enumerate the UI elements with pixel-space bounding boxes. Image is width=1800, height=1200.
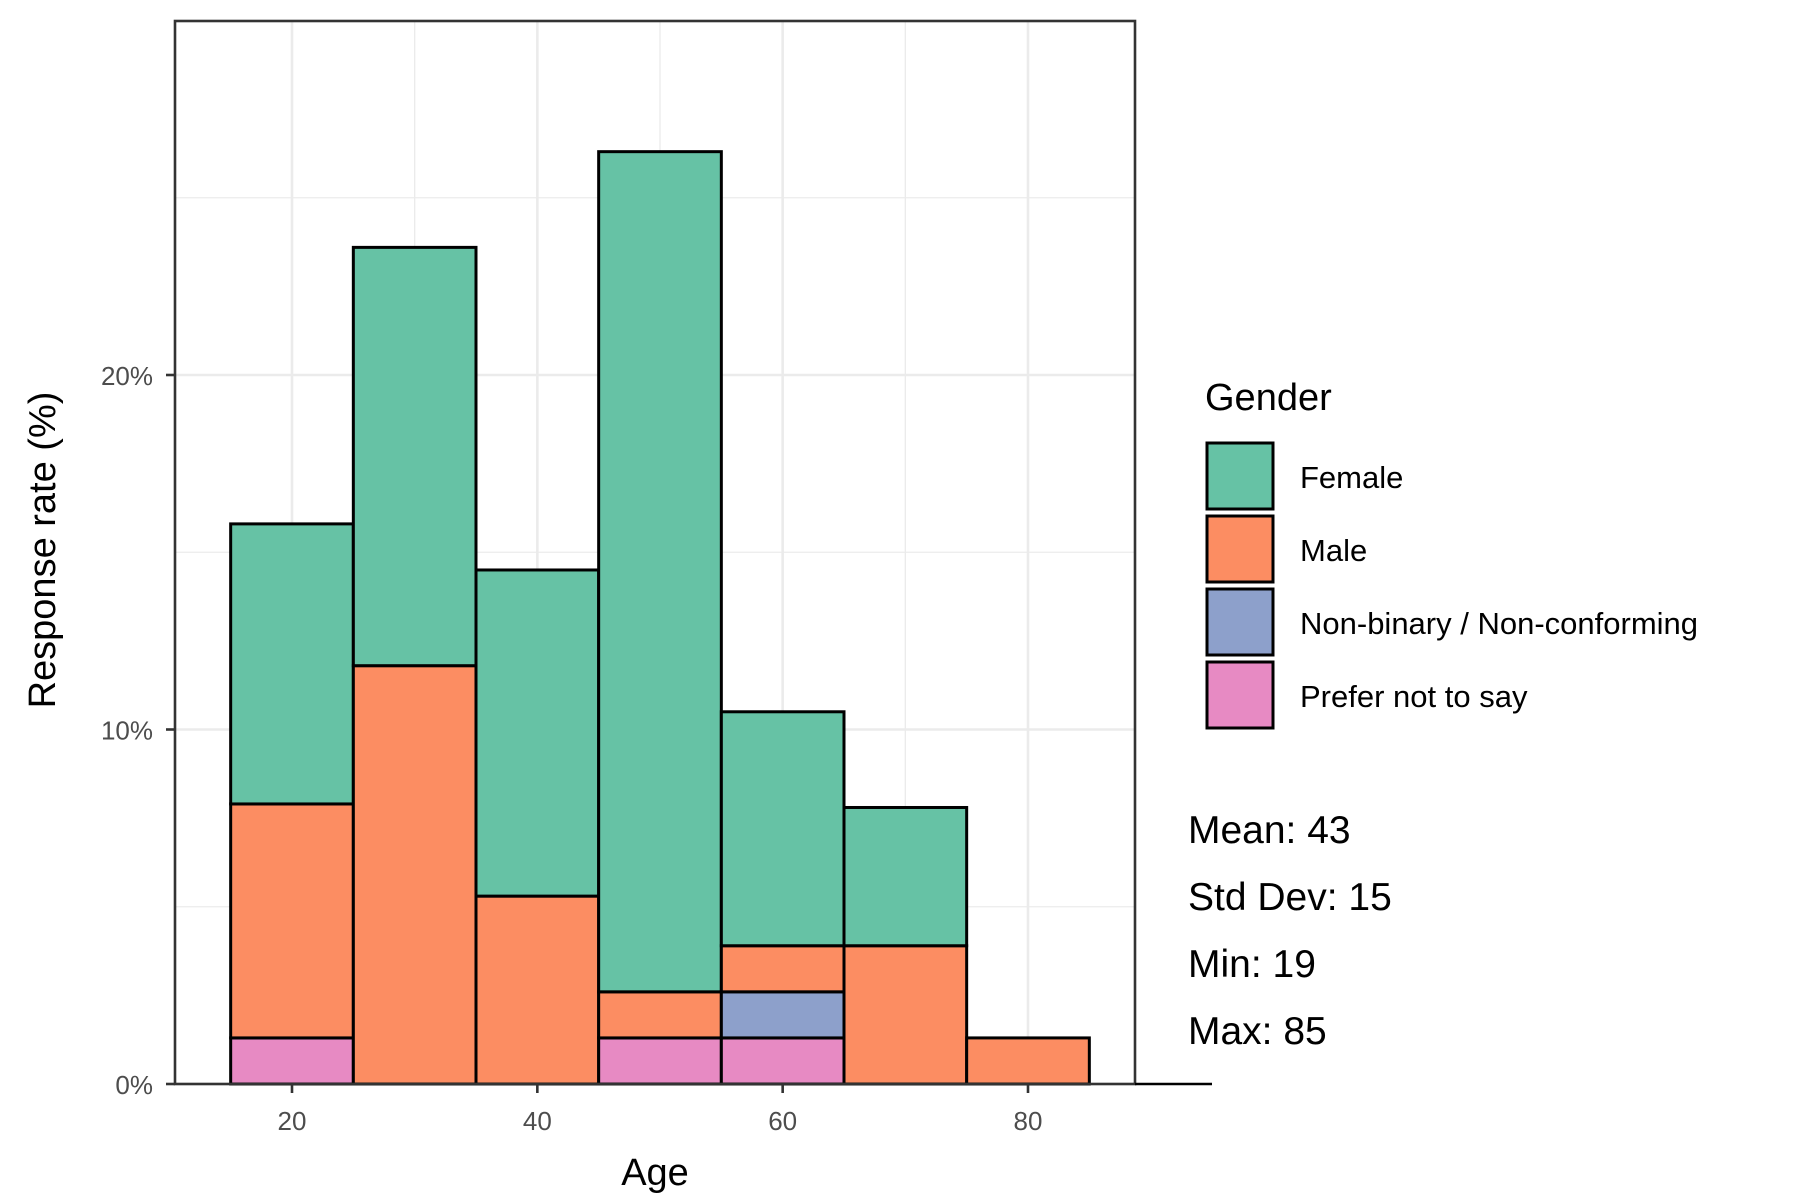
bar-segment-prefer-not-to-say	[719, 1036, 846, 1086]
bar-segment-female	[351, 245, 478, 668]
legend-key	[1205, 587, 1275, 657]
legend-label: Non-binary / Non-conforming	[1300, 606, 1698, 641]
bar-segment-prefer-not-to-say	[597, 1036, 723, 1086]
stat-annotation: Min: 19	[1188, 943, 1316, 986]
legend-title: Gender	[1205, 377, 1332, 419]
y-tick-label: 20%	[101, 361, 153, 391]
bar-segment-non-binary-non-conforming	[719, 990, 846, 1040]
summary-statistics: Mean: 43 Std Dev: 15 Min: 19 Max: 85	[1188, 809, 1392, 1053]
histogram-bars	[229, 150, 1091, 1086]
bar-segment-male	[229, 802, 355, 1040]
stat-annotation: Mean: 43	[1188, 809, 1351, 852]
bar-segment-male	[474, 894, 601, 1086]
x-tick-label: 20	[278, 1106, 307, 1136]
plot-panel-border	[173, 19, 1137, 1086]
bar-segment-prefer-not-to-say	[229, 1036, 355, 1086]
bar-segment-female	[597, 150, 723, 994]
legend-key	[1205, 441, 1275, 511]
bar-segment-male	[719, 944, 846, 994]
bar-segment-female	[719, 710, 846, 948]
x-tick-label: 60	[768, 1106, 797, 1136]
legend-label: Prefer not to say	[1300, 679, 1528, 714]
stat-annotation: Max: 85	[1188, 1010, 1327, 1053]
x-axis-title: Age	[621, 1152, 689, 1194]
stat-annotation: Std Dev: 15	[1188, 876, 1392, 919]
legend: Gender Female Male Non-binary / Non-confor…	[1205, 377, 1698, 730]
y-axis-title: Response rate (%)	[22, 392, 64, 709]
legend-label: Male	[1300, 533, 1367, 568]
bar-segment-male	[842, 944, 969, 1086]
bar-segment-male	[351, 664, 478, 1086]
y-tick-label: 10%	[101, 716, 153, 746]
y-tick-label: 0%	[115, 1070, 153, 1100]
x-tick-label: 40	[523, 1106, 552, 1136]
bar-segment-female	[842, 805, 969, 948]
axes: 0% 10% 20% 20 40 60 80	[101, 361, 1212, 1136]
legend-key	[1205, 660, 1275, 730]
legend-key	[1205, 514, 1275, 584]
legend-label: Female	[1300, 460, 1403, 495]
bar-segment-female	[474, 568, 601, 898]
bar-segment-female	[229, 522, 355, 806]
legend-items: Female Male Non-binary / Non-conforming Pre…	[1205, 441, 1698, 730]
bar-segment-male	[965, 1036, 1091, 1086]
x-tick-label: 80	[1014, 1106, 1043, 1136]
bar-segment-male	[597, 990, 723, 1040]
